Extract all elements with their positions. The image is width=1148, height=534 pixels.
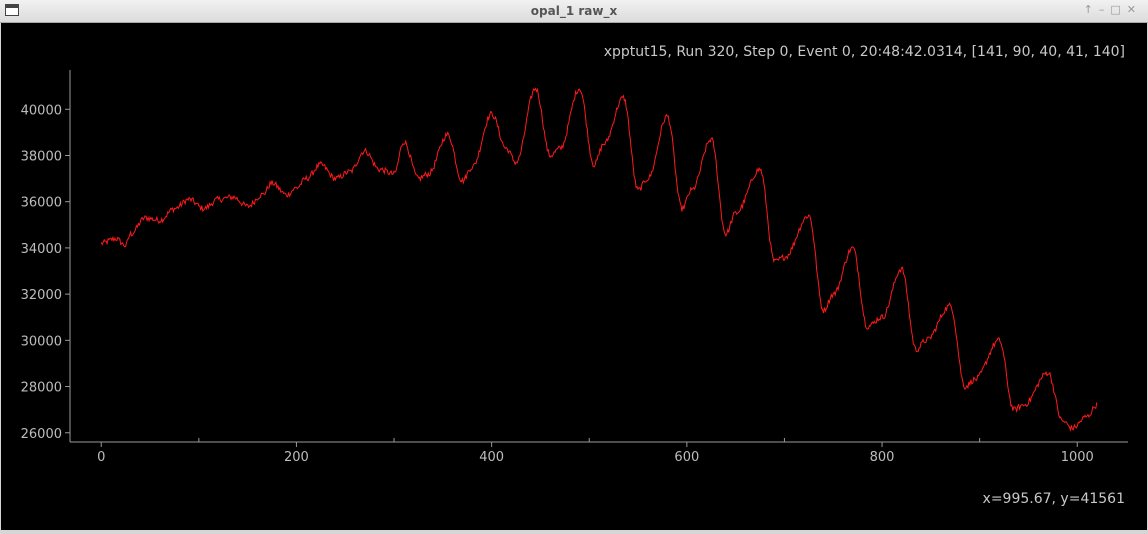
minimize-icon[interactable]: – bbox=[1098, 3, 1111, 16]
y-tick-label: 40000 bbox=[21, 103, 62, 118]
x-tick-label: 600 bbox=[674, 450, 699, 465]
y-tick-label: 26000 bbox=[21, 427, 62, 442]
y-tick-label: 28000 bbox=[21, 381, 62, 396]
x-tick-label: 400 bbox=[479, 450, 504, 465]
window-title: opal_1 raw_x bbox=[530, 4, 618, 18]
series-group bbox=[100, 87, 1098, 432]
y-tick-label: 32000 bbox=[21, 288, 62, 303]
window-controls[interactable]: ↑–□✕ bbox=[1084, 3, 1142, 16]
series-line bbox=[100, 87, 1098, 432]
line-chart[interactable]: 26000 28000 30000 32000 34000 36000 38000 40000… bbox=[1, 23, 1147, 530]
y-tick-label: 30000 bbox=[21, 334, 62, 349]
close-icon[interactable]: ✕ bbox=[1126, 3, 1142, 16]
x-tick-label: 0 bbox=[97, 450, 105, 465]
x-tick-label: 800 bbox=[870, 450, 895, 465]
x-tick-label: 1000 bbox=[1061, 450, 1094, 465]
maximize-up-icon[interactable]: ↑ bbox=[1083, 3, 1099, 16]
y-tick-label: 34000 bbox=[21, 242, 62, 257]
title-bar: opal_1 raw_x ↑–□✕ bbox=[0, 0, 1148, 23]
y-tick-label: 36000 bbox=[21, 196, 62, 211]
y-tick-label: 38000 bbox=[21, 149, 62, 164]
x-tick-label: 200 bbox=[284, 450, 309, 465]
cursor-readout: x=995.67, y=41561 bbox=[982, 491, 1125, 507]
restore-icon[interactable]: □ bbox=[1110, 3, 1127, 16]
event-info-text: xpptut15, Run 320, Step 0, Event 0, 20:4… bbox=[603, 44, 1125, 60]
axes: 26000 28000 30000 32000 34000 36000 38000 40000… bbox=[21, 70, 1128, 465]
plot-area[interactable]: xpptut15, Run 320, Step 0, Event 0, 20:4… bbox=[1, 23, 1147, 530]
window-icon[interactable] bbox=[5, 4, 19, 16]
